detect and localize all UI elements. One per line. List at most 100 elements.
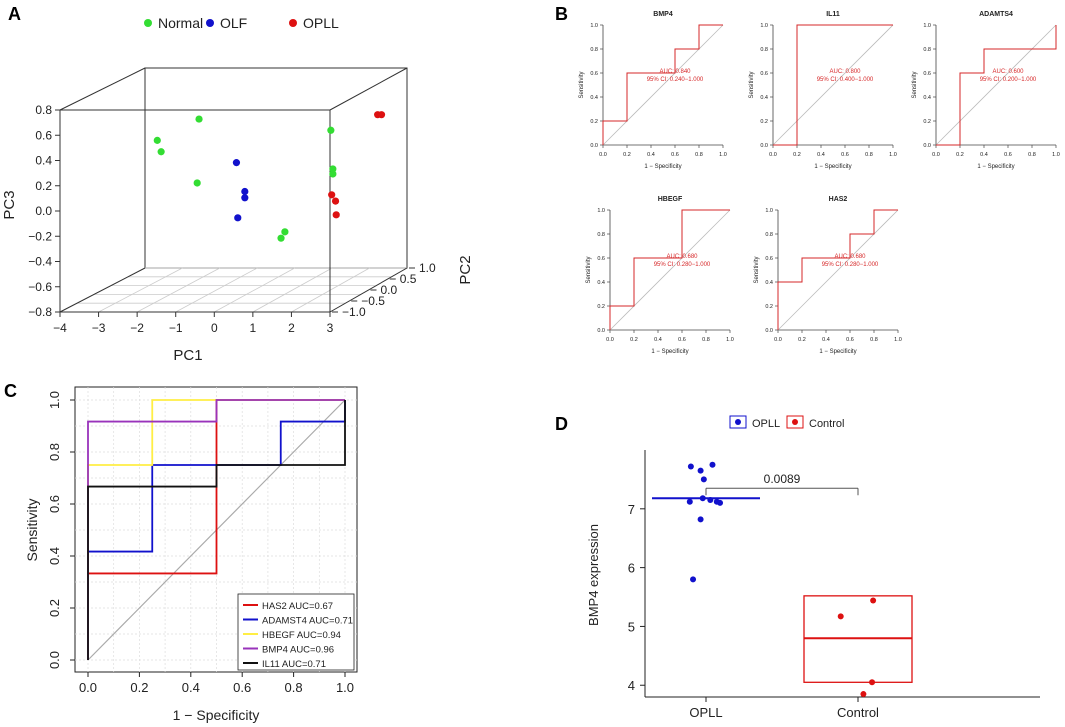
x-tick-label: 0: [211, 321, 218, 335]
y-tick-label: 0.6: [590, 71, 598, 77]
y-tick-label: 0.0: [765, 328, 773, 334]
x-tick-label: 0.4: [980, 152, 988, 158]
x-tick-label: 0.2: [793, 152, 801, 158]
point-olf: [241, 187, 249, 196]
y-tick-label: 0.8: [47, 443, 62, 461]
y-tick-label: 6: [628, 561, 635, 576]
x-tick-label: 0.2: [630, 337, 638, 343]
x-tick-label: 2: [288, 321, 295, 335]
auc-label: AUC: 0.680: [666, 254, 698, 260]
z-tick-label: 0.4: [35, 154, 52, 168]
roc-title: HAS2: [829, 196, 848, 203]
roc-curve: [609, 209, 730, 330]
point-opll: [707, 496, 714, 503]
point-olf: [241, 194, 249, 202]
roc-curve: [777, 209, 898, 330]
legend-marker-olf: [206, 19, 214, 27]
y-tick-label: 0.6: [760, 71, 768, 77]
point-opll: [690, 576, 697, 583]
legend-label-olf: OLF: [220, 15, 247, 31]
y-tick-label: 1.0: [765, 208, 773, 214]
z-tick-label: −0.8: [28, 305, 52, 319]
x-tick-label: 0.4: [822, 337, 830, 343]
legend-box: [237, 593, 355, 671]
legend-label-opll: OPLL: [303, 15, 339, 31]
point-olf: [232, 159, 241, 167]
y-tick-label: 0.6: [47, 495, 62, 513]
y-tick-label: 0.4: [760, 95, 768, 101]
y-tick-label: 4: [628, 678, 635, 693]
x-tick-label: 0.6: [841, 152, 849, 158]
panel-label-b: B: [555, 4, 568, 24]
y-tick-label: 7: [628, 502, 635, 517]
x-tick-label: 0.6: [1004, 152, 1012, 158]
y-tick-label: 0.0: [923, 143, 931, 149]
x-tick-label: 0.8: [695, 152, 703, 158]
diagonal-line: [935, 24, 1057, 146]
point-opll: [699, 495, 706, 502]
p-value-label: 0.0089: [764, 472, 801, 486]
roc-curve: [936, 25, 1057, 146]
legend-label: HAS2 AUC=0.67: [262, 601, 333, 612]
y-tick-label: 0.4: [47, 547, 62, 565]
point-control: [837, 613, 844, 620]
point-normal: [329, 165, 337, 173]
y-tick-label: 1.0: [923, 23, 931, 29]
z-tick-label: −0.4: [28, 255, 52, 269]
box-edge: [59, 267, 146, 313]
x-tick-label: 0.6: [846, 337, 854, 343]
y-tick-label: 1.0: [597, 208, 605, 214]
roc-title: HBEGF: [658, 196, 683, 203]
x-tick-label: Control: [837, 705, 879, 720]
point-opll: [377, 111, 386, 119]
y-tick-label: 5: [628, 619, 635, 634]
y-tick-label: 1.0: [760, 23, 768, 29]
x-tick-label: 3: [327, 321, 334, 335]
z-tick-label: 0.0: [35, 204, 52, 218]
point-normal: [195, 115, 203, 123]
x-tick-label: 0.8: [870, 337, 878, 343]
y-tick-label: 0.8: [760, 47, 768, 53]
legend-label: Control: [809, 418, 844, 430]
x-tick-label: 0.4: [817, 152, 825, 158]
point-olf: [234, 214, 242, 222]
point-normal: [277, 234, 285, 242]
x-tick-label: 0.0: [79, 680, 97, 695]
point-opll: [717, 499, 724, 506]
box-edge: [329, 67, 408, 111]
x-tick-label: 1.0: [719, 152, 727, 158]
x-axis-title: 1 − Specificity: [977, 164, 1014, 170]
y-tick-label: 0.2: [590, 119, 598, 125]
point-normal: [153, 136, 161, 144]
x-tick-label: 1.0: [1052, 152, 1060, 158]
ci-label: 95% CI: 0.240−1.000: [647, 77, 704, 83]
y-tick-label: 0.4: [765, 280, 773, 286]
x-tick-label: 0.0: [932, 152, 940, 158]
x-tick-label: 0.4: [654, 337, 662, 343]
floor-grid-line: [214, 267, 295, 313]
auc-label: AUC: 0.600: [992, 69, 1024, 75]
y-tick-label: 0.0: [47, 651, 62, 669]
auc-label: AUC: 0.800: [829, 69, 861, 75]
legend-label: ADAMST4 AUC=0.71: [262, 616, 353, 627]
x-tick-label: 0.4: [182, 680, 200, 695]
point-normal: [157, 148, 165, 156]
x-tick-label: 0.0: [774, 337, 782, 343]
point-control: [869, 679, 876, 686]
y-tick-label: 0.8: [765, 232, 773, 238]
point-opll: [687, 463, 694, 470]
point-opll: [700, 476, 707, 483]
box-back-face: [144, 67, 408, 269]
y-tick-label: 0.2: [760, 119, 768, 125]
point-normal: [193, 179, 201, 187]
z-tick-label: −0.2: [28, 229, 52, 243]
depth-tick-label: 1.0: [419, 261, 436, 275]
y-tick-label: 0.2: [597, 304, 605, 310]
y-tick-label: 0.4: [590, 95, 598, 101]
point-opll: [331, 197, 340, 205]
point-opll: [332, 211, 340, 219]
x-tick-label: 0.2: [623, 152, 631, 158]
point-opll: [709, 461, 716, 468]
x-tick-label: −4: [53, 321, 67, 335]
